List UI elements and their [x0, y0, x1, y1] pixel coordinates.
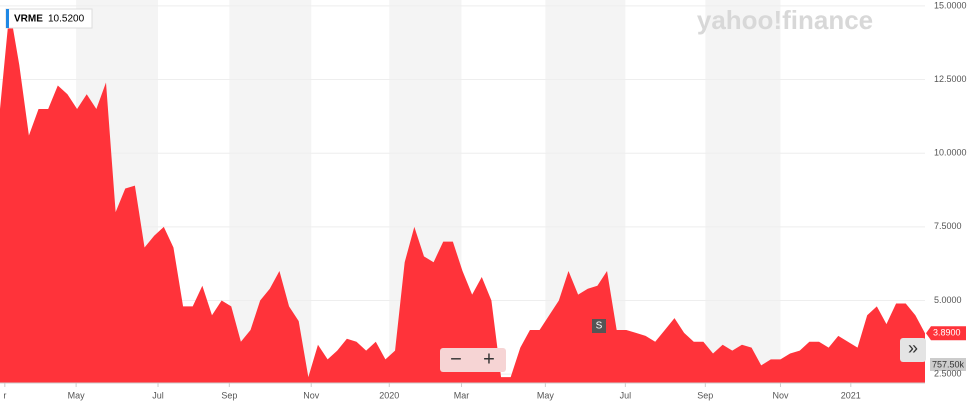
last-price-label: 3.8900 — [933, 328, 961, 338]
legend-swatch — [6, 9, 9, 28]
event-marker[interactable]: S — [596, 321, 603, 332]
x-tick-label: Nov — [772, 390, 789, 400]
volume-label: 757.50k — [932, 359, 965, 369]
last-price-tag — [926, 326, 966, 341]
event-marker-bg[interactable] — [592, 319, 606, 333]
x-tick-label: 2021 — [841, 390, 861, 400]
legend-symbol: VRME — [14, 14, 43, 25]
x-tick-label: May — [68, 390, 86, 400]
brand-logo: yahoo!finance — [697, 5, 873, 35]
x-tick-label: Nov — [303, 390, 320, 400]
zoom-controls — [440, 348, 506, 372]
price-area — [0, 8, 925, 383]
y-tick-label: 15.0000 — [934, 0, 967, 10]
scroll-button-bg[interactable] — [900, 338, 926, 362]
y-tick-label: 7.5000 — [934, 221, 962, 231]
y-tick-label: 5.0000 — [934, 295, 962, 305]
legend-value: 10.5200 — [48, 14, 85, 25]
x-tick-label: Jul — [152, 390, 164, 400]
zoom-in[interactable]: + — [483, 348, 495, 370]
y-tick-label: 10.0000 — [934, 148, 967, 158]
x-tick-label: May — [537, 390, 555, 400]
y-tick-label: 12.5000 — [934, 74, 967, 84]
x-tick-label: 2020 — [379, 390, 399, 400]
zoom-out[interactable]: − — [450, 348, 462, 370]
x-tick-label: Jul — [620, 390, 632, 400]
column-band — [705, 0, 781, 383]
x-tick-label: Sep — [697, 390, 713, 400]
x-tick-label: r — [3, 390, 6, 400]
x-tick-label: Mar — [454, 390, 470, 400]
scroll-button[interactable]: » — [908, 338, 918, 358]
volume-label-bg — [930, 358, 966, 371]
y-tick-label: 2.5000 — [934, 369, 962, 379]
x-tick-label: Sep — [221, 390, 237, 400]
